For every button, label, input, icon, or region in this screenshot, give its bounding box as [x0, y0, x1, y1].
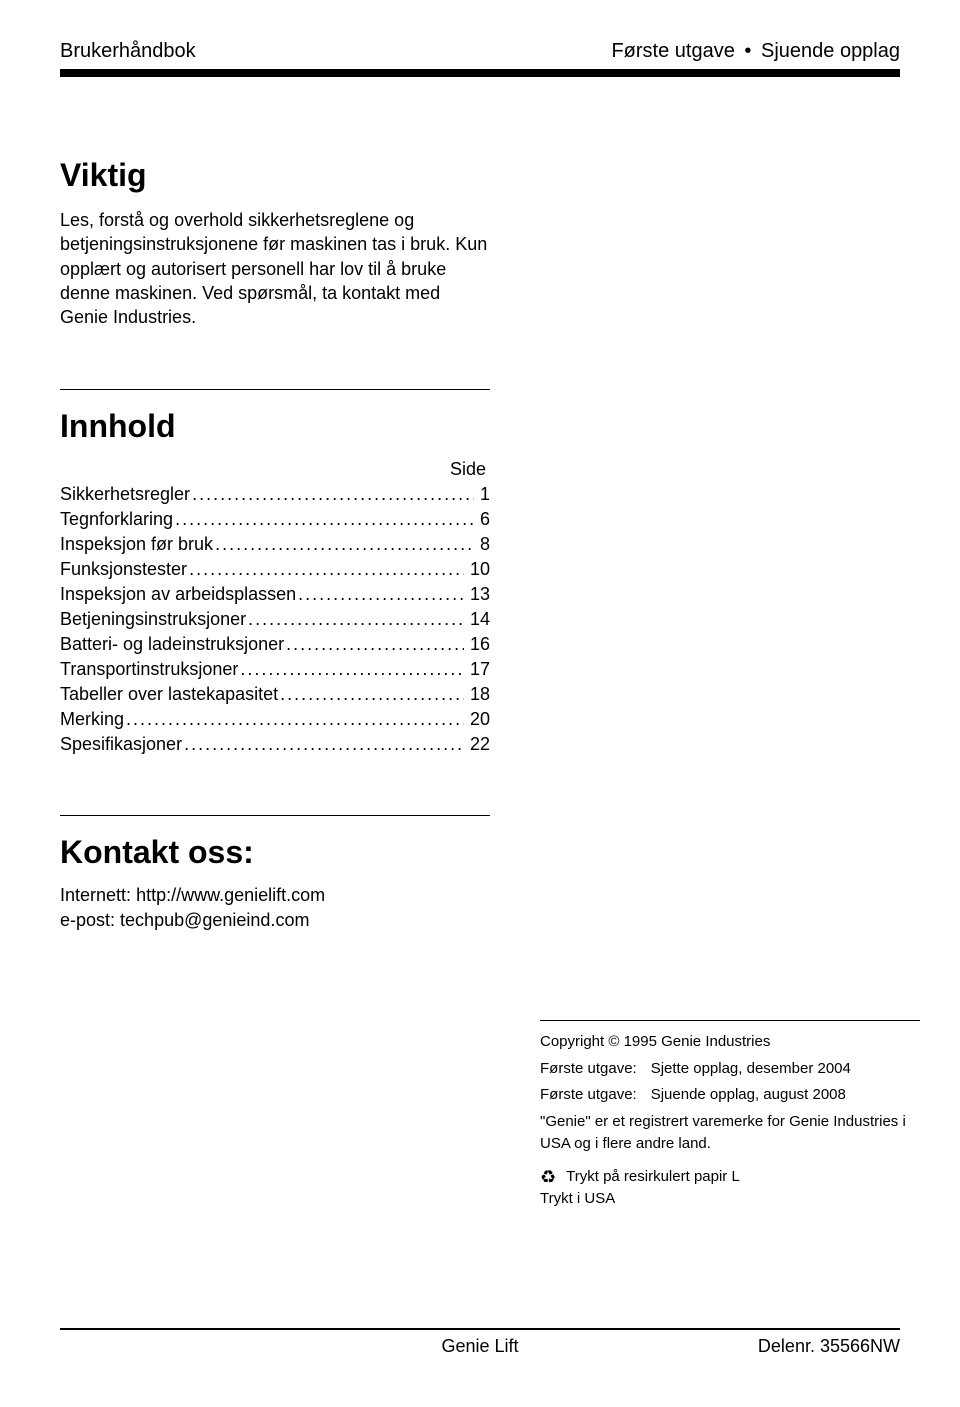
toc-leader-dots — [240, 659, 464, 680]
contact-rule — [60, 815, 490, 816]
toc-item-label: Betjeningsinstruksjoner — [60, 609, 246, 630]
copyright-ed1-label: Første utgave: — [540, 1058, 637, 1081]
toc-leader-dots — [248, 609, 464, 630]
page-footer: Genie Lift Delenr. 35566NW — [60, 1328, 900, 1357]
footer-left — [60, 1336, 340, 1357]
header-left: Brukerhåndbok — [60, 40, 196, 63]
toc-leader-dots — [126, 709, 464, 730]
contact-email: e-post: techpub@genieind.com — [60, 908, 490, 932]
toc-item-page: 22 — [466, 734, 490, 755]
toc-item-label: Tabeller over lastekapasitet — [60, 684, 278, 705]
footer-right: Delenr. 35566NW — [620, 1336, 900, 1357]
toc-item-label: Transportinstruksjoner — [60, 659, 238, 680]
header-right: Første utgave • Sjuende opplag — [611, 40, 900, 63]
important-title: Viktig — [60, 157, 490, 194]
toc-side-label: Side — [60, 459, 490, 480]
copyright-ed2-value: Sjuende opplag, august 2008 — [651, 1084, 846, 1107]
toc-item-page: 6 — [476, 509, 490, 530]
toc-title: Innhold — [60, 408, 490, 445]
toc-item-page: 18 — [466, 684, 490, 705]
toc-item-page: 17 — [466, 659, 490, 680]
toc-leader-dots — [280, 684, 464, 705]
contact-email-label: e-post: — [60, 910, 115, 930]
toc-row: Betjeningsinstruksjoner 14 — [60, 609, 490, 630]
toc-rule — [60, 389, 490, 390]
toc-section: Innhold Side Sikkerhetsregler 1 Tegnforkla… — [60, 408, 490, 755]
copyright-section: Copyright © 1995 Genie Industries Første… — [540, 1020, 920, 1215]
toc-leader-dots — [192, 484, 474, 505]
toc-item-label: Spesifikasjoner — [60, 734, 182, 755]
important-section: Viktig Les, forstå og overhold sikkerhet… — [60, 157, 490, 329]
footer-rule — [60, 1328, 900, 1330]
toc-leader-dots — [189, 559, 464, 580]
toc-leader-dots — [286, 634, 464, 655]
header-right-b: Sjuende opplag — [761, 40, 900, 62]
toc-item-label: Tegnforklaring — [60, 509, 173, 530]
toc-leader-dots — [298, 584, 464, 605]
toc-row: Inspeksjon av arbeidsplassen 13 — [60, 584, 490, 605]
toc-item-page: 14 — [466, 609, 490, 630]
copyright-line: Copyright © 1995 Genie Industries — [540, 1031, 920, 1054]
important-paragraph: Les, forstå og overhold sikkerhetsreglen… — [60, 208, 490, 329]
toc-row: Transportinstruksjoner 17 — [60, 659, 490, 680]
recycle-icon: ♻ — [540, 1168, 556, 1186]
toc-item-page: 10 — [466, 559, 490, 580]
copyright-edition-1: Første utgave: Sjette opplag, desember 2… — [540, 1058, 920, 1081]
toc-row: Spesifikasjoner 22 — [60, 734, 490, 755]
toc-item-label: Funksjonstester — [60, 559, 187, 580]
toc-item-page: 13 — [466, 584, 490, 605]
copyright-edition-2: Første utgave: Sjuende opplag, august 20… — [540, 1084, 920, 1107]
toc-leader-dots — [184, 734, 464, 755]
toc-item-label: Sikkerhetsregler — [60, 484, 190, 505]
toc-row: Merking 20 — [60, 709, 490, 730]
contact-email-value: techpub@genieind.com — [120, 910, 309, 930]
copyright-trademark: "Genie" er et registrert varemerke for G… — [540, 1111, 920, 1156]
toc-row: Sikkerhetsregler 1 — [60, 484, 490, 505]
toc-item-page: 16 — [466, 634, 490, 655]
toc-leader-dots — [215, 534, 474, 555]
header-right-a: Første utgave — [611, 40, 734, 62]
contact-internet: Internett: http://www.genielift.com — [60, 883, 490, 907]
toc-row: Tegnforklaring 6 — [60, 509, 490, 530]
contact-section: Kontakt oss: Internett: http://www.genie… — [60, 834, 490, 932]
toc-row: Inspeksjon før bruk 8 — [60, 534, 490, 555]
toc-row: Batteri- og ladeinstruksjoner 16 — [60, 634, 490, 655]
toc-item-label: Inspeksjon før bruk — [60, 534, 213, 555]
header-bullet: • — [740, 40, 755, 62]
header-rule — [60, 69, 900, 77]
copyright-ed1-value: Sjette opplag, desember 2004 — [651, 1058, 851, 1081]
contact-title: Kontakt oss: — [60, 834, 490, 871]
toc-leader-dots — [175, 509, 474, 530]
footer-center: Genie Lift — [340, 1336, 620, 1357]
toc-item-page: 20 — [466, 709, 490, 730]
toc-item-page: 8 — [476, 534, 490, 555]
page-header: Brukerhåndbok Første utgave • Sjuende op… — [60, 40, 900, 63]
toc-item-label: Merking — [60, 709, 124, 730]
copyright-recycle-row: ♻ Trykt på resirkulert papir L — [540, 1166, 920, 1189]
toc-row: Tabeller over lastekapasitet 18 — [60, 684, 490, 705]
toc-item-label: Inspeksjon av arbeidsplassen — [60, 584, 296, 605]
copyright-recycled-text: Trykt på resirkulert papir L — [566, 1166, 740, 1189]
copyright-rule — [540, 1020, 920, 1021]
toc-item-label: Batteri- og ladeinstruksjoner — [60, 634, 284, 655]
copyright-ed2-label: Første utgave: — [540, 1084, 637, 1107]
contact-internet-label: Internett: — [60, 885, 131, 905]
toc-row: Funksjonstester 10 — [60, 559, 490, 580]
copyright-printed-in: Trykt i USA — [540, 1188, 920, 1211]
contact-internet-value: http://www.genielift.com — [136, 885, 325, 905]
toc-item-page: 1 — [476, 484, 490, 505]
